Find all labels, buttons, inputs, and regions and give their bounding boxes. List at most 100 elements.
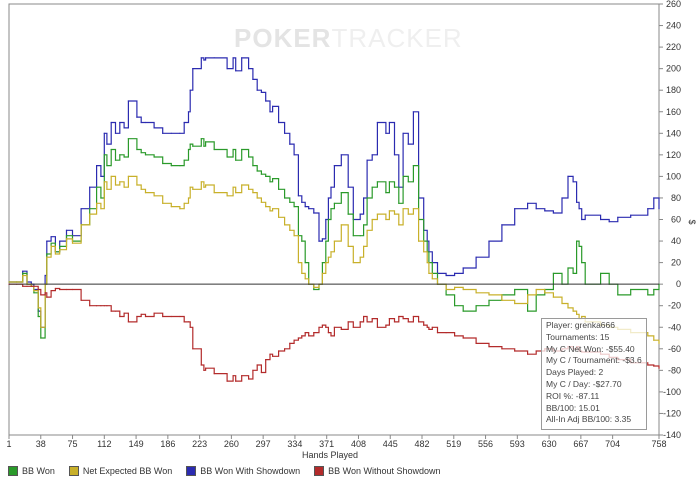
data-point xyxy=(544,292,546,294)
data-point xyxy=(301,272,303,274)
data-point xyxy=(289,342,291,344)
data-point xyxy=(426,262,428,264)
data-point xyxy=(653,365,655,367)
data-point xyxy=(162,202,164,204)
data-point xyxy=(333,240,335,242)
data-point xyxy=(535,350,537,352)
data-point xyxy=(462,310,464,312)
data-point xyxy=(488,299,490,301)
data-point xyxy=(203,369,205,371)
data-point xyxy=(393,154,396,156)
data-point xyxy=(59,245,61,247)
legend-item[interactable]: BB Won With Showdown xyxy=(186,466,300,476)
data-point xyxy=(402,208,404,210)
x-tick-label: 334 xyxy=(287,439,302,449)
data-point xyxy=(330,335,332,337)
data-point xyxy=(153,195,155,197)
data-point xyxy=(50,242,52,244)
data-point xyxy=(260,371,262,374)
x-tick-label: 112 xyxy=(97,439,111,449)
data-point xyxy=(340,154,342,156)
data-point xyxy=(552,296,555,298)
data-point xyxy=(213,373,215,375)
y-tick-label: 0 xyxy=(676,279,681,289)
data-point xyxy=(313,286,315,288)
legend-item[interactable]: BB Won Without Showdown xyxy=(314,466,441,476)
data-point xyxy=(205,141,207,143)
y-tick-label: 60 xyxy=(671,215,681,225)
data-point xyxy=(488,346,490,348)
data-point xyxy=(514,208,516,210)
data-point xyxy=(653,197,655,199)
y-tick-label: 20 xyxy=(671,258,681,268)
data-point xyxy=(527,353,529,355)
data-point xyxy=(123,186,125,188)
data-point xyxy=(59,288,61,291)
data-point xyxy=(514,288,516,291)
data-point xyxy=(393,213,396,215)
data-point xyxy=(475,292,477,294)
data-point xyxy=(313,332,315,334)
data-point xyxy=(347,213,349,215)
data-point xyxy=(127,100,129,102)
data-point xyxy=(321,324,323,326)
legend-item[interactable]: BB Won xyxy=(8,466,55,476)
data-point xyxy=(123,312,125,314)
data-point xyxy=(71,242,74,244)
data-point xyxy=(136,116,138,118)
data-point xyxy=(301,240,303,242)
data-point xyxy=(321,262,323,264)
data-point xyxy=(340,328,342,330)
data-point xyxy=(103,154,105,156)
data-point xyxy=(454,335,456,337)
x-tick-label: 445 xyxy=(383,439,398,449)
stats-line: My C / Day: -$27.70 xyxy=(546,378,622,389)
data-point xyxy=(192,188,194,190)
data-point xyxy=(462,288,464,291)
legend-item[interactable]: Net Expected BB Won xyxy=(68,466,172,476)
data-point xyxy=(647,208,649,210)
data-point xyxy=(187,197,190,199)
data-point xyxy=(578,245,580,247)
data-point xyxy=(256,364,258,366)
x-tick-label: 593 xyxy=(510,439,525,449)
data-point xyxy=(123,127,125,129)
data-point xyxy=(260,91,262,93)
data-point xyxy=(297,262,299,264)
data-point xyxy=(617,216,619,218)
data-point xyxy=(260,201,262,203)
data-point xyxy=(527,202,529,204)
data-point xyxy=(325,240,327,242)
data-point xyxy=(371,154,373,156)
stats-line: Days Played: 2 xyxy=(546,367,604,378)
x-tick-label: 1 xyxy=(6,439,11,449)
data-point xyxy=(658,367,660,369)
data-point xyxy=(475,256,477,258)
data-point xyxy=(647,335,649,337)
data-point xyxy=(289,201,291,203)
y-axis-ticks: 260240220200180160140120100806040200-20-… xyxy=(659,0,681,440)
data-point xyxy=(44,274,46,277)
data-point xyxy=(630,288,632,291)
data-point xyxy=(213,148,215,151)
x-tick-label: 630 xyxy=(542,439,557,449)
data-point xyxy=(428,328,430,330)
data-point xyxy=(371,186,373,188)
legend-swatch-icon xyxy=(68,466,79,476)
x-tick-label: 260 xyxy=(224,439,239,449)
data-point xyxy=(313,288,315,291)
data-point xyxy=(293,235,295,237)
data-point xyxy=(265,175,267,177)
data-point xyxy=(153,156,155,158)
data-point xyxy=(40,337,42,339)
data-point xyxy=(200,57,202,59)
data-point xyxy=(426,326,428,328)
data-point xyxy=(293,154,295,156)
data-point xyxy=(333,202,335,204)
data-point xyxy=(226,156,228,158)
data-point xyxy=(445,294,447,296)
data-point xyxy=(187,148,190,151)
data-point xyxy=(127,175,129,177)
data-point xyxy=(431,326,433,328)
data-point xyxy=(232,57,234,59)
